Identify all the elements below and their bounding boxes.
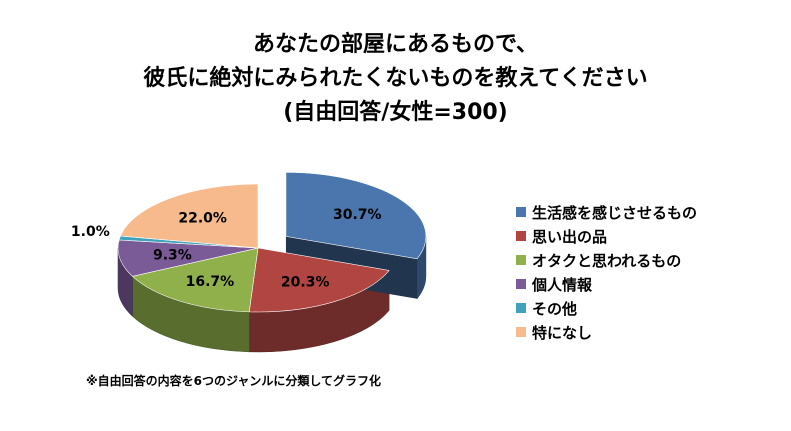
footnote: ※自由回答の内容を6つのジャンルに分類してグラフ化 — [86, 374, 382, 388]
legend-swatch — [516, 255, 526, 265]
data-label: 16.7% — [186, 274, 235, 290]
legend-label: 思い出の品 — [532, 227, 608, 246]
data-label: 30.7% — [333, 207, 382, 223]
data-label: 9.3% — [153, 248, 192, 264]
data-label: 22.0% — [178, 210, 227, 226]
chart-title: あなたの部屋にあるもので、 彼氏に絶対にみられたくないものを教えてください (自… — [0, 28, 791, 130]
pie-slice — [131, 247, 259, 313]
legend-item: 特になし — [516, 320, 697, 344]
legend-item: オタクと思われるもの — [516, 248, 697, 272]
legend-label: オタクと思われるもの — [532, 251, 682, 270]
legend-label: その他 — [532, 299, 578, 318]
legend-item: その他 — [516, 296, 697, 320]
legend-label: 生活感を感じさせるもの — [532, 203, 698, 222]
legend-swatch — [516, 303, 526, 313]
pie-slice — [117, 239, 259, 277]
chart-title-line-2: 彼氏に絶対にみられたくないものを教えてください — [143, 66, 648, 91]
legend-swatch — [516, 207, 526, 217]
chart-title-line-1: あなたの部屋にあるもので、 — [252, 32, 539, 57]
legend-swatch — [516, 231, 526, 241]
legend-swatch — [516, 327, 526, 337]
legend-label: 個人情報 — [532, 275, 593, 294]
data-label: 1.0% — [71, 224, 110, 240]
legend-label: 特になし — [532, 323, 593, 342]
legend-item: 生活感を感じさせるもの — [516, 200, 697, 224]
chart-title-line-3: (自由回答/女性=300) — [283, 100, 508, 125]
legend-swatch — [516, 279, 526, 289]
pie-slice — [248, 247, 390, 313]
data-label: 20.3% — [281, 274, 330, 290]
pie-slice — [120, 183, 259, 249]
legend-item: 個人情報 — [516, 272, 697, 296]
chart-legend: 生活感を感じさせるもの 思い出の品 オタクと思われるもの 個人情報 その他 特に… — [516, 200, 697, 344]
pie-slice — [285, 172, 427, 260]
legend-item: 思い出の品 — [516, 224, 697, 248]
